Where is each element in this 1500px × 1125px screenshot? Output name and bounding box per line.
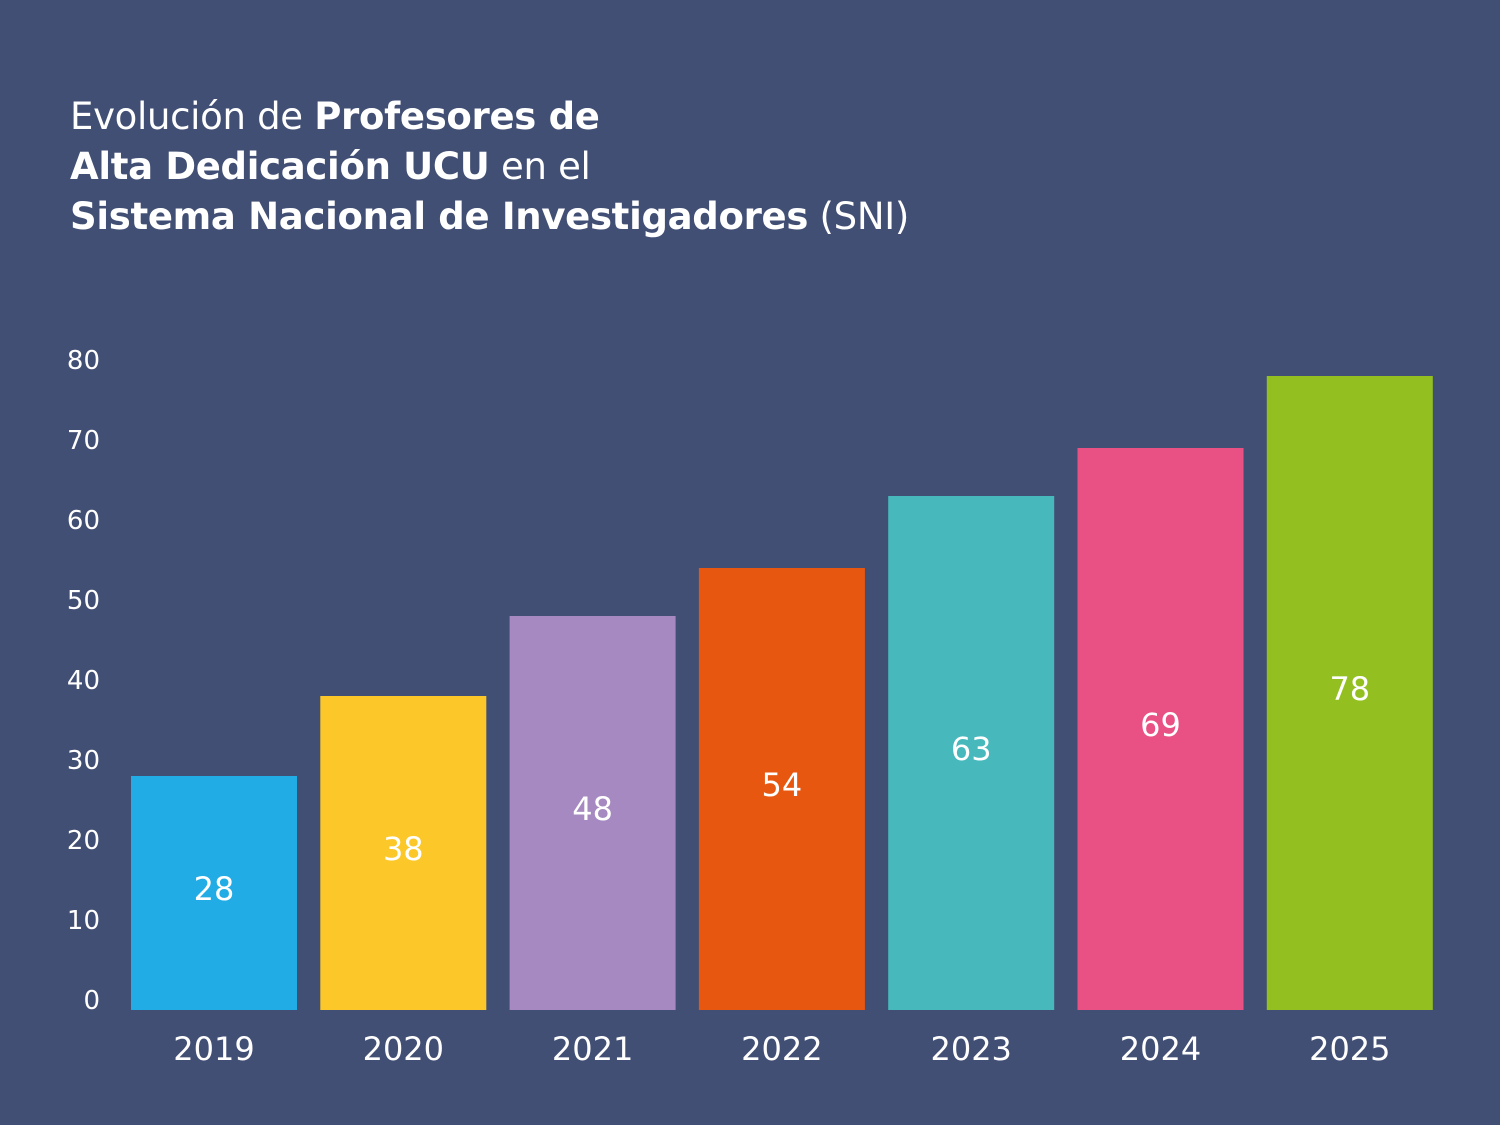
x-category-label: 2022 — [741, 1030, 822, 1068]
bar-2024 — [1077, 448, 1244, 1010]
bar-2021 — [509, 616, 676, 1010]
y-tick-label: 20 — [67, 826, 100, 856]
bar-2020 — [320, 696, 487, 1010]
title-line-2-bold: Alta Dedicación UCU — [70, 145, 490, 188]
y-tick-label: 70 — [67, 426, 100, 456]
y-tick-label: 80 — [67, 346, 100, 376]
bars: 28 38 48 54 63 69 78 — [131, 376, 1433, 1010]
title-line-3-bold: Sistema Nacional de Investigadores — [70, 195, 809, 238]
title-line-3-regular: (SNI) — [808, 195, 910, 238]
x-category-label: 2020 — [363, 1030, 444, 1068]
title-line-3: Sistema Nacional de Investigadores (SNI) — [70, 192, 909, 242]
bar-value-label: 38 — [383, 830, 424, 868]
chart-title: Evolución de Profesores de Alta Dedicaci… — [70, 92, 909, 242]
bar-2019 — [131, 776, 297, 1010]
x-category-label: 2019 — [173, 1030, 254, 1068]
x-category-label: 2021 — [552, 1030, 633, 1068]
bar-value-label: 69 — [1140, 706, 1181, 744]
x-category-label: 2024 — [1120, 1030, 1201, 1068]
bar-2025 — [1266, 376, 1433, 1010]
title-line-1: Evolución de Profesores de — [70, 92, 909, 142]
y-axis: 0 10 20 30 40 50 60 70 80 — [67, 346, 100, 1016]
bar-value-label: 28 — [194, 870, 235, 908]
title-line-1-regular: Evolución de — [70, 95, 315, 138]
y-tick-label: 30 — [67, 746, 100, 776]
bar-value-label: 63 — [951, 730, 992, 768]
title-line-1-bold: Profesores de — [314, 95, 600, 138]
bar-value-label: 78 — [1329, 670, 1370, 708]
title-line-2: Alta Dedicación UCU en el — [70, 142, 909, 192]
bar-value-label: 54 — [762, 766, 803, 804]
x-category-label: 2023 — [930, 1030, 1011, 1068]
bar-2022 — [698, 568, 865, 1010]
x-category-label: 2025 — [1309, 1030, 1390, 1068]
bar-2023 — [888, 496, 1055, 1010]
bar-value-label: 48 — [572, 790, 613, 828]
y-tick-label: 50 — [67, 586, 100, 616]
x-axis: 2019 2020 2021 2022 2023 2024 2025 — [173, 1030, 1390, 1068]
title-line-2-regular: en el — [489, 145, 591, 188]
y-tick-label: 0 — [83, 986, 100, 1016]
y-tick-label: 40 — [67, 666, 100, 696]
y-tick-label: 10 — [67, 906, 100, 936]
y-tick-label: 60 — [67, 506, 100, 536]
